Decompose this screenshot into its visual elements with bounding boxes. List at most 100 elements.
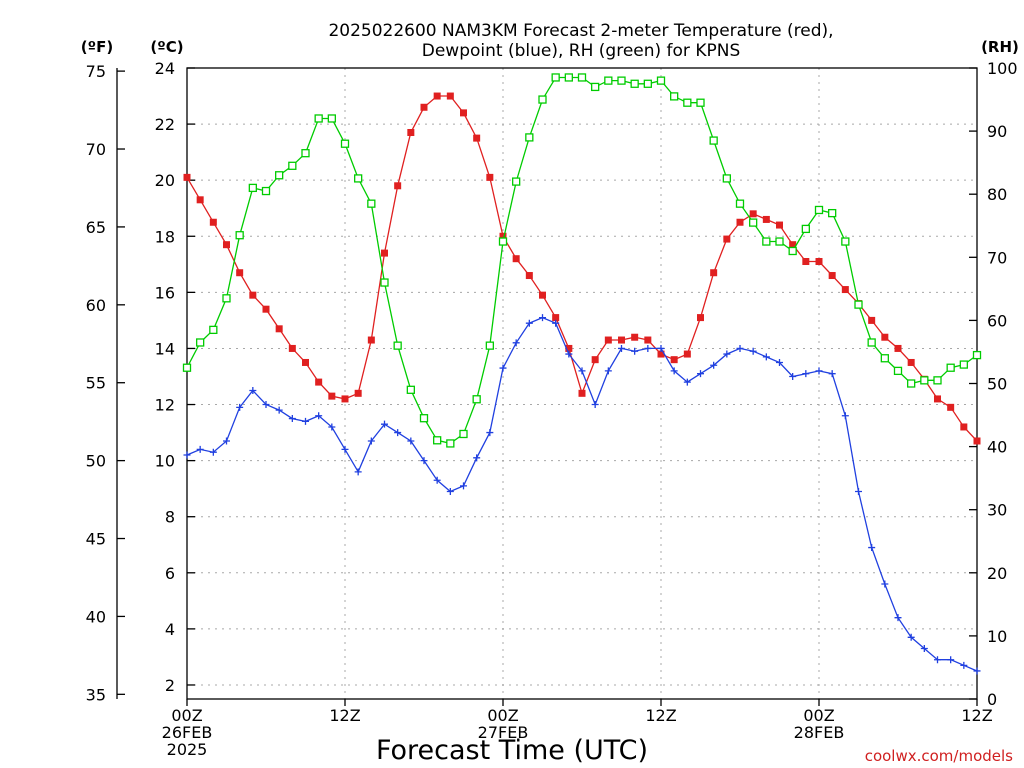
rh-point xyxy=(972,350,982,360)
temperature-point xyxy=(407,129,415,137)
rh-point xyxy=(551,73,560,82)
rh-point xyxy=(261,186,271,196)
rh-tick-label: 10 xyxy=(987,627,1007,646)
temperature-point xyxy=(697,314,704,322)
time-tick-label: 00Z xyxy=(487,706,518,725)
rh-tick-label: 90 xyxy=(987,122,1007,141)
dewpoint-point xyxy=(525,319,533,327)
temperature-point xyxy=(275,325,283,333)
dewpoint-point xyxy=(789,372,797,380)
rh-point xyxy=(459,429,468,439)
rh-point xyxy=(762,237,771,246)
rh-point xyxy=(814,205,824,215)
rh-point xyxy=(235,231,244,240)
temperature-point xyxy=(249,291,257,299)
dewpoint-point xyxy=(328,423,336,431)
temperature-point xyxy=(394,182,402,190)
dewpoint-point xyxy=(802,370,810,378)
fahrenheit-tick-label: 70 xyxy=(86,140,106,159)
rh-tick-label: 20 xyxy=(987,564,1007,583)
rh-point xyxy=(630,79,639,88)
x-axis-title: Forecast Time (UTC) xyxy=(376,735,648,766)
celsius-tick-label: 4 xyxy=(165,620,175,639)
temperature-point xyxy=(683,350,691,358)
time-tick-label: 27FEB xyxy=(478,723,529,742)
rh-point xyxy=(775,237,784,246)
rh-point xyxy=(946,363,955,372)
rh-point xyxy=(735,199,745,208)
rh-point xyxy=(196,338,205,347)
fahrenheit-tick-label: 35 xyxy=(86,685,106,704)
dewpoint-point xyxy=(433,476,441,484)
temperature-point xyxy=(539,291,546,299)
temperature-point xyxy=(947,403,955,411)
dewpoint-point xyxy=(499,364,507,372)
rh-point xyxy=(604,76,613,85)
temperature-point xyxy=(644,336,652,344)
rh-point xyxy=(643,79,652,88)
rh-tick-label: 80 xyxy=(987,185,1007,204)
dewpoint-point xyxy=(947,656,955,664)
dewpoint-point xyxy=(894,614,902,622)
dewpoint-point xyxy=(644,344,652,352)
rh-point xyxy=(656,76,666,85)
dewpoint-point xyxy=(973,667,981,675)
rh-point xyxy=(525,133,534,142)
grid-lines xyxy=(186,67,978,699)
rh-point xyxy=(248,183,257,193)
temperature-point xyxy=(789,241,797,249)
dewpoint-point xyxy=(275,406,283,414)
dewpoint-point xyxy=(881,580,889,588)
rh-point xyxy=(209,325,218,335)
temperature-point xyxy=(183,173,191,181)
rh-point xyxy=(275,171,284,180)
rh-point xyxy=(380,278,389,287)
axes: 3540455055606570752468101214161820222401… xyxy=(86,59,1018,759)
dewpoint-point xyxy=(736,344,744,352)
temperature-point xyxy=(815,258,823,266)
dewpoint-point xyxy=(828,370,836,378)
rh-point xyxy=(393,341,402,350)
rh-point xyxy=(288,161,297,170)
series-dewpoint xyxy=(183,314,981,675)
temperature-point xyxy=(960,423,968,431)
dewpoint-point xyxy=(407,437,415,445)
dewpoint-point xyxy=(841,412,849,420)
dewpoint-point xyxy=(920,645,928,653)
celsius-tick-label: 16 xyxy=(155,283,175,302)
fahrenheit-tick-label: 55 xyxy=(86,374,106,393)
temperature-point xyxy=(868,316,876,324)
temperature-point xyxy=(473,134,481,142)
rh-point xyxy=(182,363,192,372)
series-line xyxy=(186,95,978,442)
fahrenheit-tick-label: 75 xyxy=(86,62,106,81)
rh-tick-label: 0 xyxy=(987,690,997,709)
time-tick-label: 2025 xyxy=(167,740,208,759)
dewpoint-point xyxy=(460,482,467,490)
rh-point xyxy=(222,294,231,303)
watermark: coolwx.com/models xyxy=(865,747,1013,765)
rh-point xyxy=(696,98,705,107)
temperature-point xyxy=(236,269,244,277)
rh-point xyxy=(920,376,929,385)
celsius-tick-label: 2 xyxy=(165,676,175,695)
temperature-point xyxy=(354,389,362,397)
rh-point xyxy=(907,379,916,388)
time-tick-label: 12Z xyxy=(961,706,992,725)
rh-point xyxy=(472,395,481,404)
rh-point xyxy=(683,98,692,107)
temperature-point xyxy=(420,103,428,111)
dewpoint-point xyxy=(697,370,704,378)
temperature-point xyxy=(512,255,520,263)
temperature-point xyxy=(460,109,467,117)
rh-point xyxy=(406,385,415,394)
dewpoint-point xyxy=(776,358,783,366)
time-tick-label: 12Z xyxy=(645,706,676,725)
temperature-point xyxy=(631,333,639,341)
temperature-point xyxy=(486,173,494,181)
dewpoint-point xyxy=(618,344,625,352)
dewpoint-point xyxy=(552,319,560,327)
chart-title-line2: Dewpoint (blue), RH (green) for KPNS xyxy=(422,41,740,61)
rh-point xyxy=(446,439,455,448)
celsius-tick-label: 24 xyxy=(155,59,175,78)
